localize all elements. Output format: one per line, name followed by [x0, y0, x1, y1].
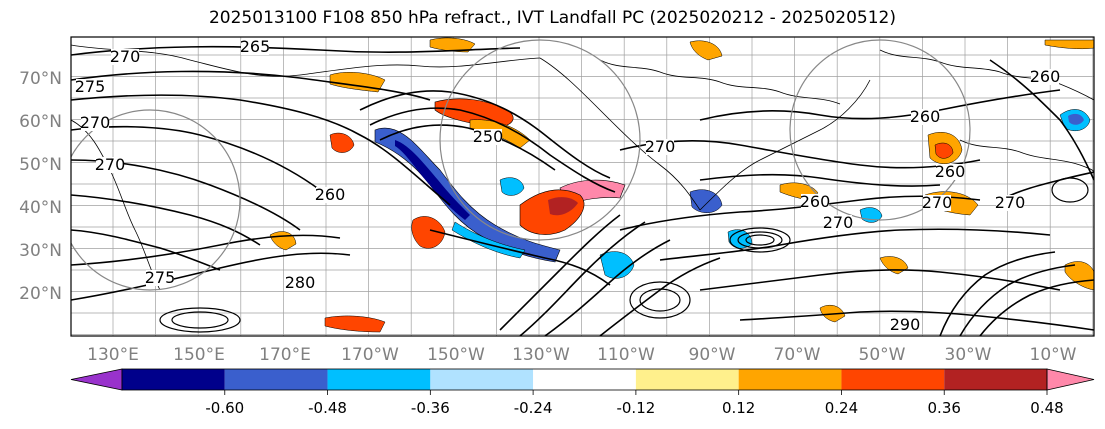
contour-label: 265: [240, 37, 271, 56]
contour-label-bg: [996, 195, 1024, 211]
longitude-label: 10°W: [1030, 345, 1077, 365]
contour-label-bg: [923, 195, 951, 211]
shade-orange-top: [429, 37, 476, 53]
shade-orange-w3: [329, 132, 355, 153]
longitude-labels: 130°E 150°E 170°E 170°W 150°W 130°W 110°W 90°W 7…: [87, 345, 1077, 365]
longitude-label: 150°E: [173, 345, 225, 365]
shade-orange-w2: [411, 216, 446, 249]
shade-blue-ne2: [1068, 113, 1084, 125]
contour-label: 260: [315, 185, 346, 204]
colorbar-bin: [327, 369, 431, 390]
contour-label: 270: [95, 155, 126, 174]
colorbar-tick-label: 0.24: [825, 399, 858, 417]
contour-label-bg: [96, 157, 124, 173]
contour-label-bg: [801, 194, 829, 210]
colorbar-tick-label: -0.48: [308, 399, 347, 417]
shade-blue-c1: [599, 251, 635, 279]
contour-label-bg: [891, 317, 919, 333]
colorbar-bin: [841, 369, 945, 390]
contour-label-bg: [111, 49, 139, 65]
shade-darkred-core: [548, 197, 578, 216]
shade-orange-north: [434, 98, 514, 128]
contour-label: 270: [922, 193, 953, 212]
colorbar-extend-low: [70, 368, 123, 391]
shade-orange-e2: [934, 142, 954, 159]
shade-darkblue-arc: [395, 140, 470, 220]
contour-label-bg: [76, 79, 104, 95]
contour-label: 260: [910, 107, 941, 126]
shade-blue-c4: [499, 177, 525, 196]
contour-lines: [71, 45, 1094, 336]
longitude-label: 30°W: [945, 345, 992, 365]
colorbar-bin: [122, 369, 225, 390]
latitude-label: 40°N: [19, 198, 62, 218]
contour-label: 260: [935, 162, 966, 181]
contour-label-bg: [146, 270, 174, 286]
longitude-label: 170°E: [259, 345, 311, 365]
latitude-label: 30°N: [19, 241, 62, 261]
contour-label-bg: [241, 39, 269, 55]
contour-label: 270: [80, 113, 111, 132]
longitude-label: 90°W: [689, 345, 736, 365]
contour-label: 270: [110, 47, 141, 66]
contour-label: 275: [75, 77, 106, 96]
colorbar-bin: [224, 369, 328, 390]
longitude-label: 130°E: [87, 345, 139, 365]
shade-orange-s4: [1064, 261, 1094, 291]
shade-orange-sw: [324, 315, 386, 333]
latitude-label: 50°N: [19, 155, 62, 175]
colorbar-tick-label: -0.36: [411, 399, 450, 417]
contour-label-bg: [474, 129, 502, 145]
colorbar-frame: [121, 368, 1048, 391]
longitude-label: 130°W: [512, 345, 570, 365]
contour-label: 270: [995, 193, 1026, 212]
colorbar-bin: [944, 369, 1047, 390]
colorbar-extend-high: [1046, 368, 1095, 391]
contour-swirls: [159, 177, 1089, 333]
contour-label-bg: [646, 139, 674, 155]
longitude-label: 150°W: [427, 345, 485, 365]
longitude-label: 110°W: [597, 345, 655, 365]
colorbar-bin: [738, 369, 842, 390]
colorbar-bin: [533, 369, 636, 390]
colorbar-tick-label: 0.36: [928, 399, 961, 417]
contour-label-bg: [911, 109, 939, 125]
contour-label-bg: [316, 187, 344, 203]
colorbar-tick-label: -0.12: [616, 399, 655, 417]
contour-label: 250: [473, 127, 504, 146]
longitude-label: 170°W: [341, 345, 399, 365]
contour-label: 280: [285, 273, 316, 292]
map-title: 2025013100 F108 850 hPa refract., IVT La…: [208, 8, 896, 28]
latitude-label: 20°N: [19, 284, 62, 304]
contour-label: 275: [145, 268, 176, 287]
contour-label-bg: [824, 215, 852, 231]
map-frame: [70, 36, 1095, 337]
colorbar-tick-label: -0.60: [205, 399, 244, 417]
contour-label-bg: [1031, 69, 1059, 85]
longitude-label: 50°W: [859, 345, 906, 365]
contour-label-bg: [936, 164, 964, 180]
pc-circles: [71, 39, 971, 291]
shade-orange-top2: [689, 40, 723, 61]
contour-label-bg: [286, 275, 314, 291]
colorbar: -0.60 -0.48 -0.36 -0.24 -0.12 0.12 0.24 0.36 0.4…: [70, 368, 1095, 417]
contour-label: 260: [1030, 67, 1061, 86]
longitude-label: 70°W: [774, 345, 821, 365]
colorbar-tick-label: 0.12: [722, 399, 755, 417]
latitude-label: 70°N: [19, 69, 62, 89]
contour-label-bg: [81, 115, 109, 131]
contour-label: 270: [645, 137, 676, 156]
contour-label: 290: [890, 315, 921, 334]
colorbar-bin: [635, 369, 739, 390]
latitude-label: 60°N: [19, 112, 62, 132]
latitude-labels: 70°N 60°N 50°N 40°N 30°N 20°N: [19, 69, 62, 304]
contour-label: 270: [823, 213, 854, 232]
colorbar-tick-label: -0.24: [514, 399, 553, 417]
colorbar-tick-label: 0.48: [1030, 399, 1063, 417]
colorbar-bin: [430, 369, 534, 390]
contour-label: 260: [800, 192, 831, 211]
